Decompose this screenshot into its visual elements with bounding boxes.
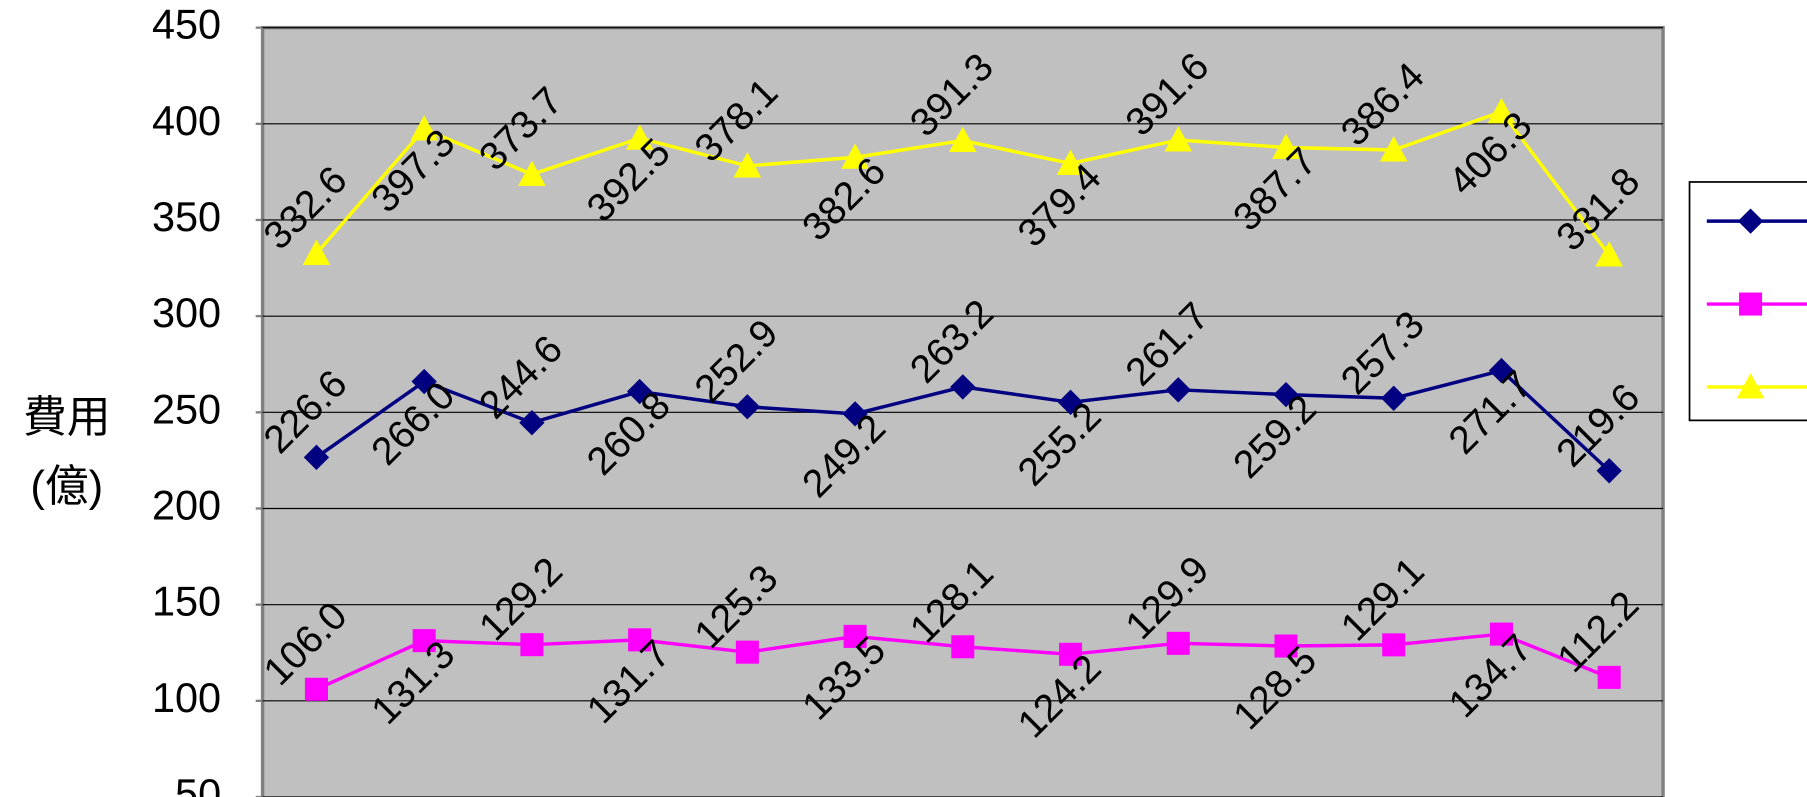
data-point: [734, 394, 761, 420]
data-point: [1382, 633, 1406, 657]
data-point: [304, 677, 328, 701]
data-point: [841, 143, 869, 169]
data-point: [1488, 357, 1515, 384]
legend-marker: [1736, 373, 1765, 399]
data-point: [520, 633, 544, 657]
data-point: [411, 368, 437, 395]
data-point: [1056, 149, 1085, 175]
y-axis-label: (億): [30, 462, 103, 511]
y-tick-label: 250: [152, 385, 221, 432]
data-point: [1272, 133, 1300, 159]
data-point: [1273, 381, 1299, 408]
data-point: [626, 378, 653, 405]
data-point: [302, 239, 331, 265]
data-point: [948, 126, 977, 153]
y-tick-label: 350: [152, 193, 221, 240]
y-tick-label: 300: [152, 289, 221, 336]
y-tick-label: 400: [152, 97, 221, 144]
data-point: [843, 624, 867, 648]
y-tick-label: 50: [175, 770, 221, 797]
data-point: [950, 374, 976, 400]
y-axis-label: 費用: [23, 393, 111, 442]
legend-marker: [1739, 292, 1763, 316]
data-point: [412, 629, 436, 653]
data-point: [625, 124, 654, 150]
data-point: [951, 635, 975, 659]
data-point: [735, 640, 759, 664]
data-point: [1489, 622, 1513, 646]
data-point: [303, 444, 330, 470]
y-tick-label: 150: [152, 578, 221, 625]
y-tick-label: 200: [152, 481, 221, 528]
data-point: [1059, 642, 1083, 666]
data-point: [1166, 631, 1190, 655]
data-point: [519, 410, 545, 436]
data-point: [1487, 97, 1516, 124]
data-point: [1274, 634, 1298, 658]
data-point: [1597, 665, 1621, 689]
data-point: [1165, 377, 1191, 403]
data-point: [518, 160, 546, 186]
y-tick-label: 450: [152, 1, 221, 48]
data-point: [1595, 241, 1623, 267]
data-point: [733, 152, 762, 178]
data-point: [842, 401, 868, 427]
data-point: [628, 628, 652, 652]
data-point: [1379, 136, 1408, 162]
data-point: [410, 115, 438, 141]
data-point: [1164, 126, 1193, 152]
y-tick-label: 100: [152, 674, 221, 721]
